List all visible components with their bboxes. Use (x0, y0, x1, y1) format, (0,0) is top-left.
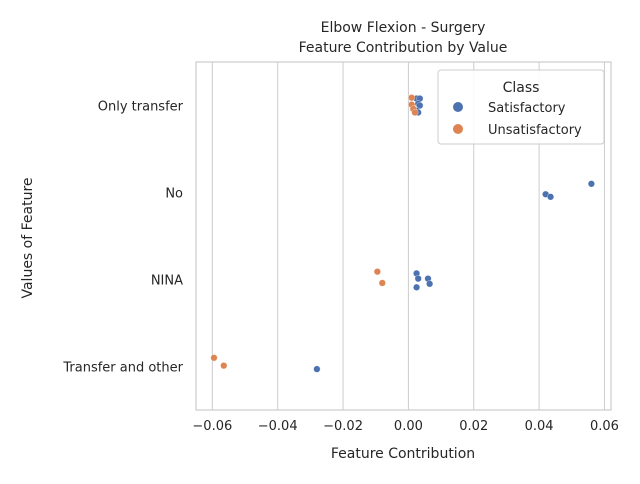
x-tick-label: 0.04 (525, 419, 554, 434)
y-tick-label: No (165, 187, 183, 202)
legend-label-satisfactory: Satisfactory (488, 101, 566, 116)
data-point-satisfactory (426, 280, 434, 288)
x-tick-label: 0.00 (394, 419, 423, 434)
y-tick-label: Transfer and other (62, 361, 183, 376)
y-axis-label: Values of Feature (20, 177, 36, 298)
data-point-unsatisfactory (378, 279, 386, 287)
y-tick-label: NINA (151, 274, 183, 289)
data-point-unsatisfactory (220, 362, 228, 370)
data-points (210, 94, 595, 373)
data-point-satisfactory (587, 180, 595, 188)
x-axis-ticks: −0.06 −0.04 −0.02 0.00 0.02 0.04 0.06 (192, 419, 619, 434)
legend-label-unsatisfactory: Unsatisfactory (488, 123, 582, 138)
data-point-unsatisfactory (210, 354, 218, 362)
x-tick-label: −0.02 (323, 419, 363, 434)
data-point-unsatisfactory (408, 94, 416, 102)
legend: Class Satisfactory Unsatisfactory (437, 69, 605, 145)
x-tick-label: 0.02 (459, 419, 488, 434)
data-point-satisfactory (414, 275, 422, 283)
data-point-unsatisfactory (411, 109, 419, 116)
x-tick-label: 0.06 (590, 419, 619, 434)
legend-marker-unsatisfactory (453, 124, 463, 134)
axes-frame (195, 61, 612, 411)
plot-frame (195, 61, 612, 411)
y-tick-label: Only transfer (98, 100, 184, 115)
y-axis-ticks: Only transfer No NINA Transfer and other (62, 100, 183, 376)
data-point-satisfactory (313, 365, 321, 373)
data-point-unsatisfactory (373, 268, 381, 276)
legend-box (437, 69, 605, 145)
data-point-satisfactory (413, 283, 421, 291)
legend-title: Class (503, 80, 540, 96)
grid (211, 62, 605, 410)
legend-marker-satisfactory (453, 102, 463, 112)
chart-title-line2: Feature Contribution by Value (299, 40, 508, 56)
x-tick-label: −0.04 (258, 419, 298, 434)
x-tick-label: −0.06 (192, 419, 232, 434)
data-point-satisfactory (416, 102, 424, 109)
chart-title-line1: Elbow Flexion - Surgery (321, 20, 486, 36)
data-point-satisfactory (547, 193, 554, 201)
x-axis-label: Feature Contribution (331, 446, 475, 462)
